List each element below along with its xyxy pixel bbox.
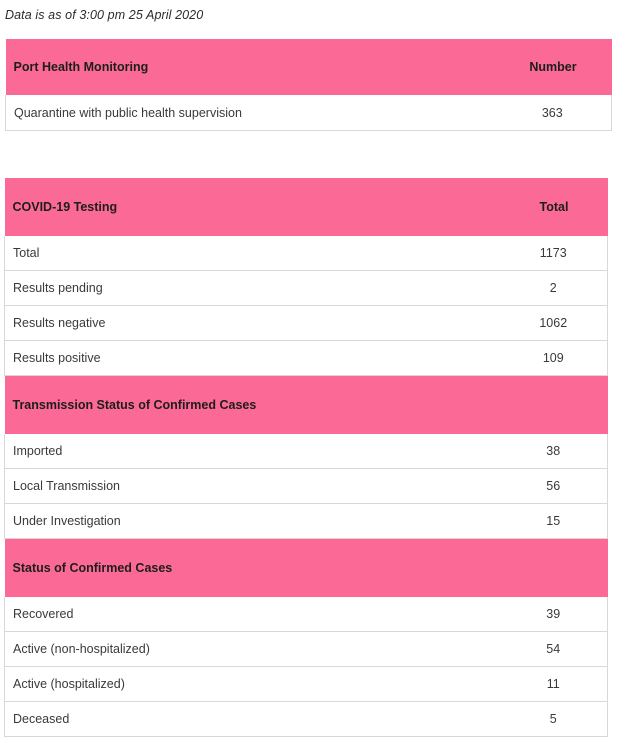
port-health-monitoring-table: Port Health Monitoring Number Quarantine…: [5, 39, 612, 131]
table-header-row: Port Health Monitoring Number: [5, 39, 612, 95]
row-label: Local Transmission: [4, 468, 500, 504]
row-label: Deceased: [4, 701, 500, 737]
row-value: 363: [493, 95, 612, 131]
row-value: 38: [499, 434, 608, 469]
port-health-header-label: Port Health Monitoring: [5, 39, 494, 95]
table-row: Imported 38: [4, 434, 608, 469]
table-row: Active (non-hospitalized) 54: [4, 631, 608, 667]
table-row: Results negative 1062: [4, 305, 608, 341]
table-header-row: COVID-19 Testing Total: [4, 178, 608, 236]
row-label: Total: [4, 236, 500, 271]
row-label: Active (non-hospitalized): [4, 631, 500, 667]
data-as-of-timestamp: Data is as of 3:00 pm 25 April 2020: [5, 8, 204, 22]
row-value: 11: [499, 666, 608, 702]
row-value: 15: [499, 503, 608, 539]
row-label: Imported: [4, 434, 500, 469]
row-value: 54: [499, 631, 608, 667]
table-row: Local Transmission 56: [4, 468, 608, 504]
covid-testing-header-value: Total: [499, 178, 608, 236]
row-label: Results pending: [4, 270, 500, 306]
status-of-confirmed-cases-section-title: Status of Confirmed Cases: [4, 538, 608, 597]
row-value: 39: [499, 597, 608, 632]
covid-testing-rows: Total 1173 Results pending 2 Results neg…: [4, 236, 608, 376]
table-row: Deceased 5: [4, 701, 608, 737]
transmission-status-section-title: Transmission Status of Confirmed Cases: [4, 375, 608, 434]
table-row: Active (hospitalized) 11: [4, 666, 608, 702]
row-value: 56: [499, 468, 608, 504]
row-value: 2: [499, 270, 608, 306]
table-row: Under Investigation 15: [4, 503, 608, 539]
row-label: Recovered: [4, 597, 500, 632]
table-row: Recovered 39: [4, 597, 608, 632]
row-label: Results negative: [4, 305, 500, 341]
status-of-confirmed-cases-section: Status of Confirmed Cases Recovered 39 A…: [4, 538, 608, 737]
row-value: 5: [499, 701, 608, 737]
port-health-header-value: Number: [493, 39, 612, 95]
section-header-row: Status of Confirmed Cases: [4, 538, 608, 597]
transmission-status-section: Transmission Status of Confirmed Cases I…: [4, 375, 608, 539]
covid-19-testing-table: COVID-19 Testing Total Total 1173 Result…: [4, 178, 608, 737]
table-row: Total 1173: [4, 236, 608, 271]
covid-testing-header-label: COVID-19 Testing: [4, 178, 500, 236]
table-row: Quarantine with public health supervisio…: [5, 95, 612, 131]
row-label: Results positive: [4, 340, 500, 376]
row-value: 1062: [499, 305, 608, 341]
table-row: Results positive 109: [4, 340, 608, 376]
port-health-table-body: Quarantine with public health supervisio…: [5, 95, 612, 131]
row-label: Under Investigation: [4, 503, 500, 539]
section-header-row: Transmission Status of Confirmed Cases: [4, 375, 608, 434]
table-row: Results pending 2: [4, 270, 608, 306]
row-label: Quarantine with public health supervisio…: [5, 95, 494, 131]
row-value: 1173: [499, 236, 608, 271]
row-label: Active (hospitalized): [4, 666, 500, 702]
row-value: 109: [499, 340, 608, 376]
